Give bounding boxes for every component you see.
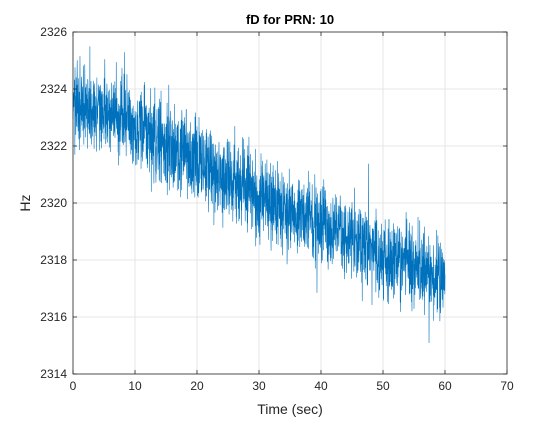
x-tick-label: 0 <box>70 379 77 393</box>
chart-title: fD for PRN: 10 <box>246 12 334 27</box>
y-tick-label: 2320 <box>40 196 67 210</box>
y-tick-label: 2324 <box>40 82 67 96</box>
x-tick-label: 60 <box>438 379 452 393</box>
x-tick-label: 40 <box>314 379 328 393</box>
x-tick-label: 30 <box>252 379 266 393</box>
axis-ticks: 0 10 20 30 40 50 60 70 2314 2316 2318 2320 2322 2324 2… <box>40 25 514 393</box>
x-tick-label: 50 <box>376 379 390 393</box>
y-tick-label: 2326 <box>40 25 67 39</box>
y-axis-label: Hz <box>17 194 33 211</box>
y-tick-label: 2316 <box>40 310 67 324</box>
x-axis-label: Time (sec) <box>257 401 323 417</box>
x-tick-label: 70 <box>500 379 514 393</box>
x-tick-label: 10 <box>128 379 142 393</box>
y-tick-label: 2314 <box>40 367 67 381</box>
y-tick-label: 2318 <box>40 253 67 267</box>
data-series <box>72 46 446 344</box>
x-tick-label: 20 <box>190 379 204 393</box>
y-tick-label: 2322 <box>40 139 67 153</box>
series-line <box>72 46 446 344</box>
